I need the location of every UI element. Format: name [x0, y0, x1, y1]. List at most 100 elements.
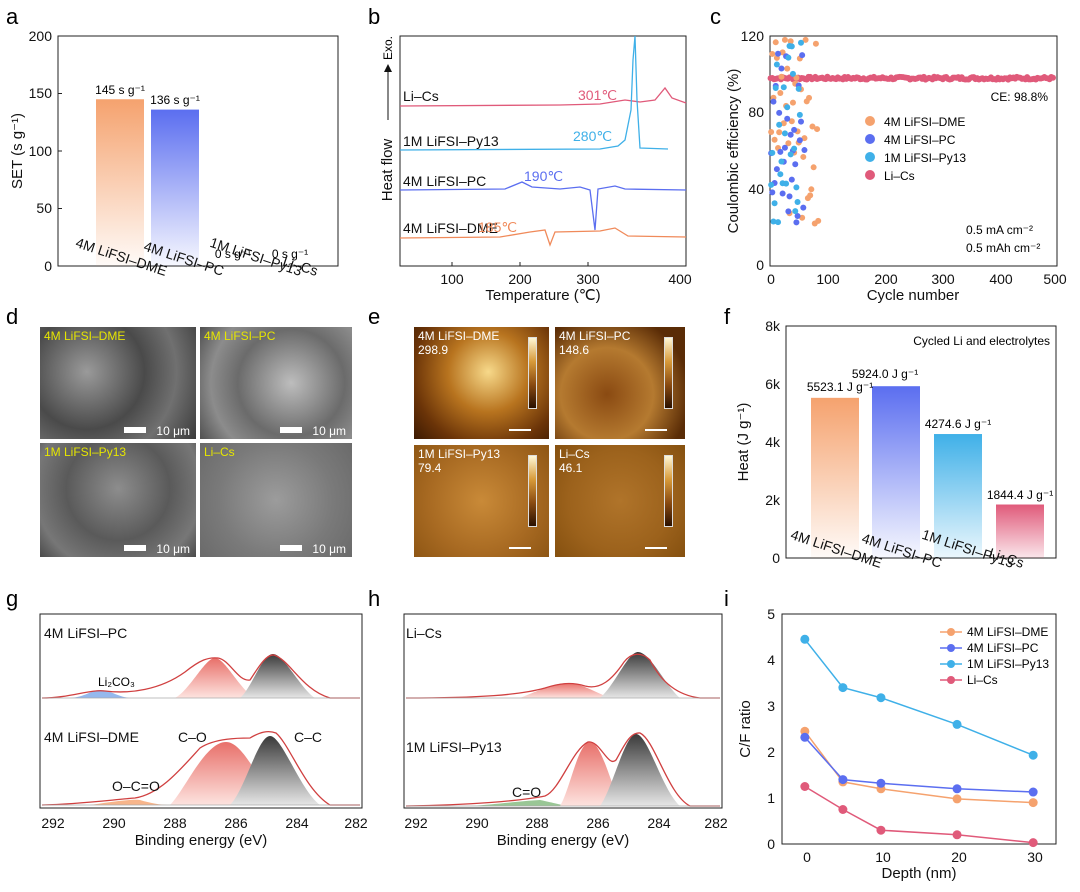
panel-letter-a: a — [6, 4, 19, 29]
bar-f-3 — [996, 504, 1044, 558]
panel-letter-b: b — [368, 4, 380, 29]
ylabel-i: C/F ratio — [737, 700, 754, 758]
panel-g: g 4M LiFSI–PC Li₂CO₃ 4M LiFSI–DME O–C=O … — [6, 586, 368, 849]
sem-label-lics: Li–Cs — [204, 445, 235, 459]
ce-point-0 — [785, 140, 792, 147]
ce-scatter — [767, 36, 1056, 227]
point-i-0-4 — [1028, 798, 1038, 808]
xtick-g-3: 286 — [224, 815, 248, 831]
ce-point-2 — [783, 180, 790, 187]
point-i-3-2 — [876, 825, 886, 835]
ce-point-0 — [787, 38, 794, 45]
xtick-g-4: 284 — [285, 815, 309, 831]
bars-f — [811, 386, 1044, 558]
xtick-i-2: 20 — [951, 849, 967, 865]
legend-c-3: Li–Cs — [884, 169, 915, 183]
ce-point-0 — [815, 217, 822, 224]
legend-i-1: 4M LiFSI–PC — [967, 641, 1039, 655]
bar-label-a-1: 136 s g⁻¹ — [150, 93, 200, 107]
ce-point-1 — [788, 176, 795, 183]
xtick-g-5: 282 — [344, 815, 368, 831]
afm-colorbar-py13 — [528, 455, 537, 527]
bar-label-f-3: 1844.4 J g⁻¹ — [987, 488, 1053, 502]
h-top-label: Li–Cs — [406, 625, 442, 641]
ce-point-2 — [769, 149, 776, 156]
ytick-f-1: 2k — [765, 492, 781, 508]
xtick-h-2: 288 — [525, 815, 549, 831]
curve-li-cs — [399, 86, 687, 107]
peak-label-0: 301℃ — [578, 87, 617, 103]
legend-c-dot-3 — [865, 170, 875, 180]
cond-current: 0.5 mA cm⁻² — [966, 223, 1033, 237]
point-i-1-4 — [1028, 787, 1038, 797]
g-cc-label: C–C — [294, 729, 322, 745]
ce-point-lics — [1049, 74, 1056, 81]
bar-label-a-3: 0 s g⁻¹ — [272, 247, 308, 261]
ce-point-0 — [771, 136, 778, 143]
ce-point-2 — [796, 111, 803, 118]
ce-point-2 — [794, 198, 801, 205]
ce-point-2 — [788, 43, 795, 50]
bar-label-f-0: 5523.1 J g⁻¹ — [807, 380, 873, 394]
xtick-h-5: 282 — [704, 815, 728, 831]
panel-letter-c: c — [710, 4, 721, 29]
exo-label: Exo. — [381, 36, 395, 60]
bar-f-0 — [811, 397, 859, 558]
axes-frame-f — [785, 325, 1057, 559]
ce-point-0 — [769, 50, 776, 57]
ce-point-0 — [788, 118, 795, 125]
peak-label-1: 280℃ — [573, 128, 612, 144]
line-i-3 — [804, 785, 1034, 844]
ylabel-b: Heat flow — [379, 139, 396, 202]
cond-capacity: 0.5 mAh cm⁻² — [966, 241, 1040, 255]
ce-point-2 — [789, 70, 796, 77]
xtick-b-1: 200 — [508, 271, 532, 287]
curve-label-3: 4M LiFSI–DME — [403, 220, 498, 236]
panel-letter-g: g — [6, 586, 18, 611]
ce-point-0 — [806, 94, 813, 101]
ce-point-2 — [770, 218, 777, 225]
xtick-i-0: 0 — [803, 849, 811, 865]
ce-point-2 — [780, 84, 787, 91]
panel-letter-i: i — [724, 586, 729, 611]
axes-frame-b — [399, 35, 687, 267]
ce-point-0 — [800, 153, 807, 160]
ce-point-2 — [773, 61, 780, 68]
ce-point-1 — [794, 213, 801, 220]
xtick-c-3: 300 — [931, 271, 955, 287]
legend-c-0: 4M LiFSI–DME — [884, 115, 965, 129]
panel-letter-d: d — [6, 304, 18, 329]
bar-f-1 — [872, 386, 920, 558]
peak-label-3: 185℃ — [478, 219, 517, 235]
point-i-1-3 — [952, 784, 962, 794]
sem-scale-pc: 10 μm — [312, 424, 346, 438]
ce-point-2 — [775, 219, 782, 226]
ce-point-0 — [807, 192, 814, 199]
panel-f: f Heat (J g⁻¹) 0 2k 4k 6k 8k Cycled Li a… — [724, 304, 1057, 571]
legend-i-0: 4M LiFSI–DME — [967, 625, 1048, 639]
ce-point-1 — [796, 137, 803, 144]
ce-point-1 — [775, 50, 782, 57]
ce-point-1 — [792, 161, 799, 168]
ce-point-0 — [810, 164, 817, 171]
ce-point-1 — [799, 52, 806, 59]
ytick-a-0: 0 — [44, 258, 52, 274]
panel-h: h Li–Cs 1M LiFSI–Py13 C=O 292 290 288 28… — [368, 586, 728, 849]
panel-i: i C/F ratio 0 1 2 3 4 5 0 10 20 30 Depth… — [724, 586, 1057, 882]
ytick-c-3: 120 — [741, 28, 765, 44]
g-bottom-label: 4M LiFSI–DME — [44, 729, 139, 745]
ce-point-2 — [797, 39, 804, 46]
ce-point-0 — [802, 36, 809, 43]
ce-point-0 — [781, 36, 788, 43]
axes-frame-i — [781, 613, 1057, 845]
xtick-c-4: 400 — [989, 271, 1013, 287]
curve-label-2: 4M LiFSI–PC — [403, 173, 486, 189]
bar-a-1 — [151, 109, 199, 266]
ce-point-0 — [801, 135, 808, 142]
point-i-2-3 — [952, 719, 962, 729]
ytick-f-4: 8k — [765, 318, 781, 334]
li2co3-label: Li₂CO₃ — [98, 675, 135, 689]
legend-i-3: Li–Cs — [967, 673, 998, 687]
sem-tile-pc: 4M LiFSI–PC 10 μm — [200, 327, 352, 439]
